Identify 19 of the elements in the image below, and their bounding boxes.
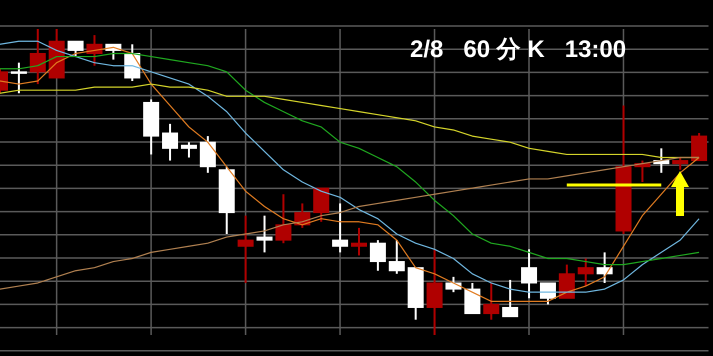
candlestick bbox=[30, 29, 46, 86]
chart-title: 2/8 60 分 K 13:00 bbox=[410, 35, 626, 65]
candlestick bbox=[162, 122, 178, 162]
candlestick bbox=[578, 258, 594, 288]
candlestick bbox=[502, 278, 518, 318]
candlestick bbox=[521, 248, 538, 300]
candlestick bbox=[180, 141, 197, 159]
candlestick bbox=[483, 282, 500, 321]
candlestick bbox=[672, 156, 688, 171]
candlestick bbox=[388, 239, 405, 275]
candlestick bbox=[275, 193, 292, 244]
candlestick bbox=[256, 214, 273, 254]
candlestick bbox=[10, 62, 27, 94]
candlestick bbox=[238, 214, 254, 284]
candlestick bbox=[68, 40, 84, 58]
candlestick bbox=[596, 251, 613, 284]
candlestick bbox=[332, 202, 348, 254]
candlestick bbox=[370, 239, 386, 272]
candlestick bbox=[351, 226, 367, 256]
